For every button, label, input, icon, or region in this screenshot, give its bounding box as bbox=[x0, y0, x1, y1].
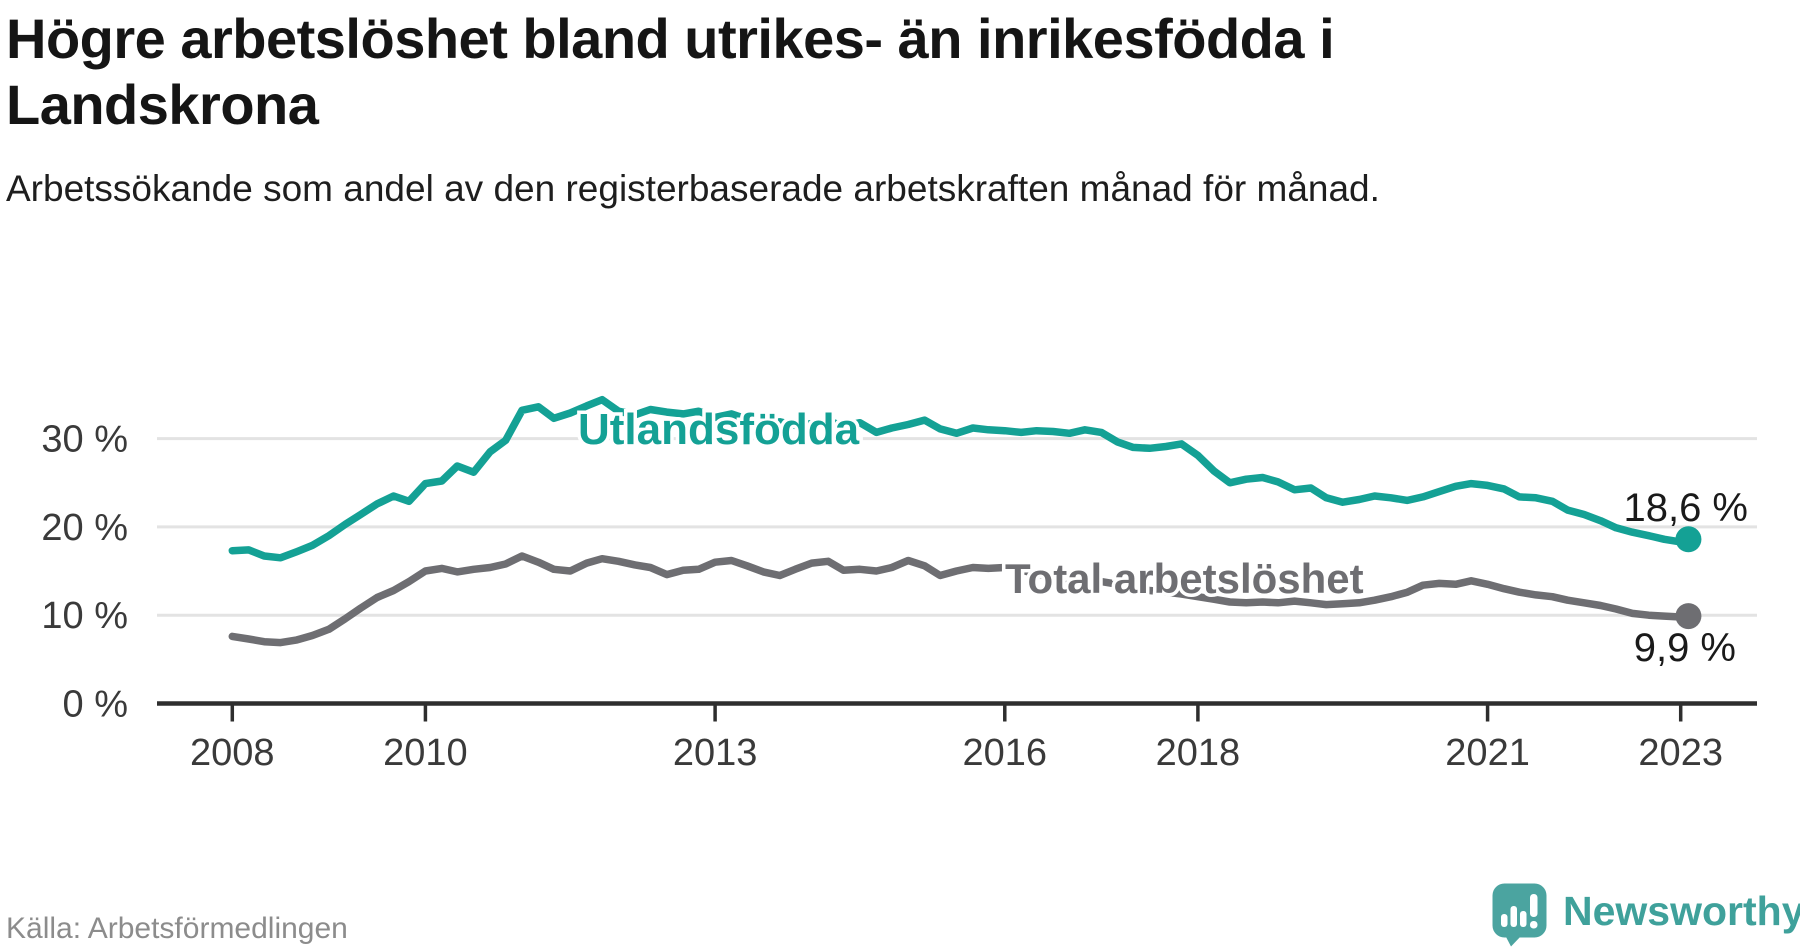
x-tick-label: 2016 bbox=[963, 732, 1048, 774]
series-line-total-arbetsloshet bbox=[228, 552, 1693, 647]
y-tick-label: 30 % bbox=[41, 419, 128, 461]
series-end-value-utlandsfodda: 18,6 % bbox=[1623, 486, 1748, 530]
newsworthy-speech-bubble-chart-icon bbox=[1492, 883, 1547, 947]
y-tick-label: 0 % bbox=[63, 684, 128, 726]
x-tick-label: 2013 bbox=[673, 732, 758, 774]
series-end-dot-utlandsfodda bbox=[1675, 526, 1702, 553]
chart-subtitle: Arbetssökande som andel av den registerb… bbox=[6, 168, 1380, 209]
brand-name: Newsworthy bbox=[1563, 888, 1800, 934]
series-line-utlandsfodda bbox=[228, 395, 1693, 562]
y-tick-label: 20 % bbox=[41, 507, 128, 549]
x-tick-label: 2018 bbox=[1156, 732, 1241, 774]
series-label-total-arbetsloshet: Total arbetslöshet bbox=[1005, 555, 1364, 602]
chart-header: Högre arbetslöshet bland utrikes- än inr… bbox=[6, 6, 1706, 215]
page-title: Högre arbetslöshet bland utrikes- än inr… bbox=[6, 7, 1335, 136]
y-tick-label: 10 % bbox=[41, 595, 128, 637]
source-note: Källa: Arbetsförmedlingen bbox=[6, 912, 348, 945]
series-end-dot-total-arbetsloshet bbox=[1675, 603, 1702, 630]
x-tick-label: 2010 bbox=[383, 732, 468, 774]
series-label-utlandsfodda: Utlandsfödda bbox=[578, 405, 860, 454]
x-tick-label: 2023 bbox=[1638, 732, 1723, 774]
x-tick-label: 2021 bbox=[1445, 732, 1530, 774]
newsworthy-logo: Newsworthy bbox=[1492, 883, 1800, 947]
series-end-value-total-arbetsloshet: 9,9 % bbox=[1634, 626, 1736, 670]
x-tick-label: 2008 bbox=[190, 732, 275, 774]
